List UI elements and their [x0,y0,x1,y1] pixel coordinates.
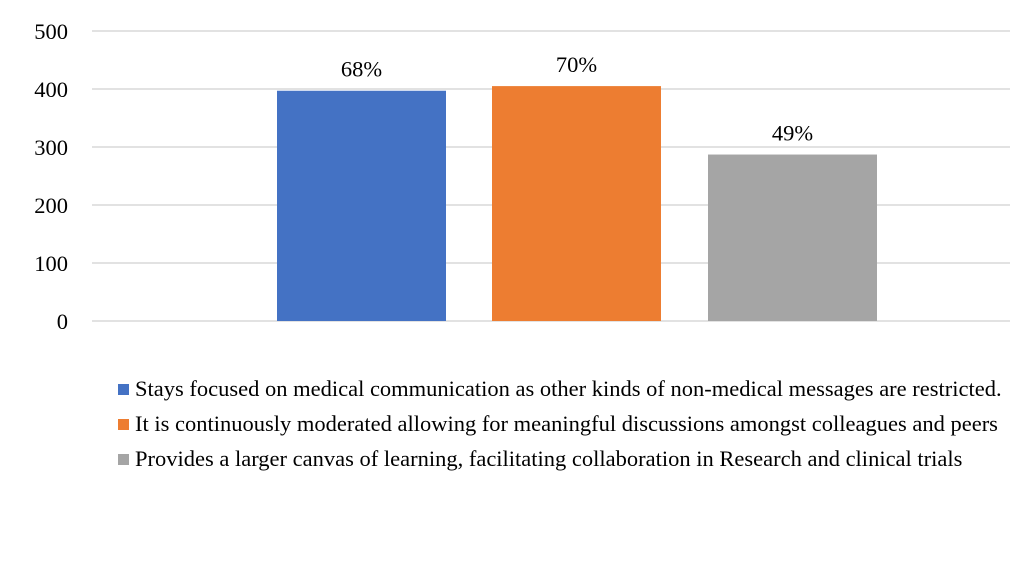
y-tick-label: 0 [57,309,68,334]
y-tick-label: 300 [34,135,68,160]
legend-label: Stays focused on medical communication a… [135,376,1002,401]
legend-item: Stays focused on medical communication a… [118,374,1008,403]
y-tick-label: 400 [34,77,68,102]
legend-swatch [118,419,129,430]
y-tick-label: 100 [34,251,68,276]
legend-swatch [118,384,129,395]
bar [492,86,661,321]
bar [708,154,877,321]
legend-item: It is continuously moderated allowing fo… [118,409,1008,438]
data-label: 49% [772,121,813,146]
bar [277,90,446,322]
bar-chart: 0 100 200 300 400 500 68% 70% 49% [34,19,1010,334]
legend-item: Provides a larger canvas of learning, fa… [118,444,1008,473]
y-tick-label: 500 [34,19,68,44]
data-label: 68% [341,57,382,82]
legend: Stays focused on medical communication a… [118,374,1008,479]
data-label: 70% [556,52,597,77]
legend-label: It is continuously moderated allowing fo… [135,411,998,436]
legend-swatch [118,454,129,465]
legend-label: Provides a larger canvas of learning, fa… [135,446,963,471]
y-tick-label: 200 [34,193,68,218]
